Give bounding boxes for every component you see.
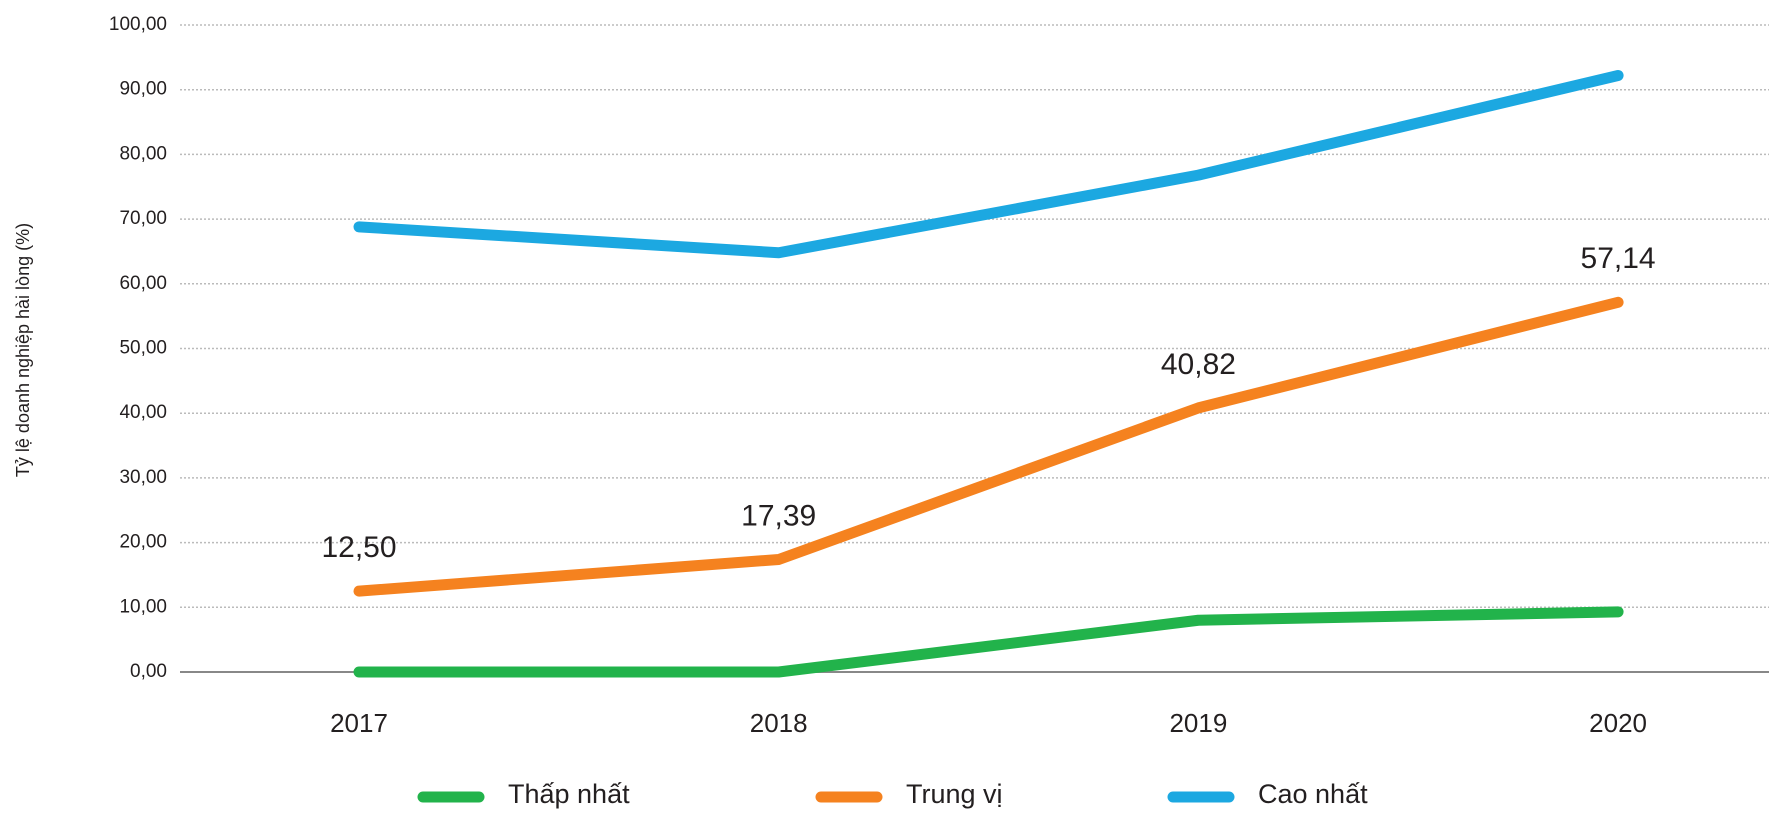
y-tick-label: 60,00 xyxy=(119,273,167,294)
legend-label: Trung vị xyxy=(906,779,1003,809)
y-tick-label: 100,00 xyxy=(109,14,167,35)
series-line xyxy=(353,69,1624,259)
legend-label: Cao nhất xyxy=(1258,779,1368,809)
x-tick-label: 2018 xyxy=(750,708,808,738)
x-tick-label: 2019 xyxy=(1169,708,1227,738)
series-line xyxy=(353,296,1624,597)
y-tick-label: 10,00 xyxy=(119,596,167,617)
data-label: 57,14 xyxy=(1581,242,1656,275)
y-tick-label: 70,00 xyxy=(119,208,167,229)
y-tick-label: 80,00 xyxy=(119,143,167,164)
y-tick-label: 30,00 xyxy=(119,467,167,488)
y-tick-label: 20,00 xyxy=(119,532,167,553)
y-tick-label: 40,00 xyxy=(119,402,167,423)
x-tick-label: 2017 xyxy=(330,708,388,738)
series-line xyxy=(353,606,1624,678)
x-tick-label: 2020 xyxy=(1589,708,1647,738)
y-tick-label: 90,00 xyxy=(119,79,167,100)
y-axis-label: Tỷ lệ doanh nghiệp hài lòng (%) xyxy=(13,223,33,477)
y-tick-label: 50,00 xyxy=(119,338,167,359)
data-label: 17,39 xyxy=(741,499,816,532)
y-tick-label: 0,00 xyxy=(130,661,167,682)
legend-label: Thấp nhất xyxy=(508,779,630,809)
data-label: 40,82 xyxy=(1161,348,1236,381)
data-label: 12,50 xyxy=(321,531,396,564)
